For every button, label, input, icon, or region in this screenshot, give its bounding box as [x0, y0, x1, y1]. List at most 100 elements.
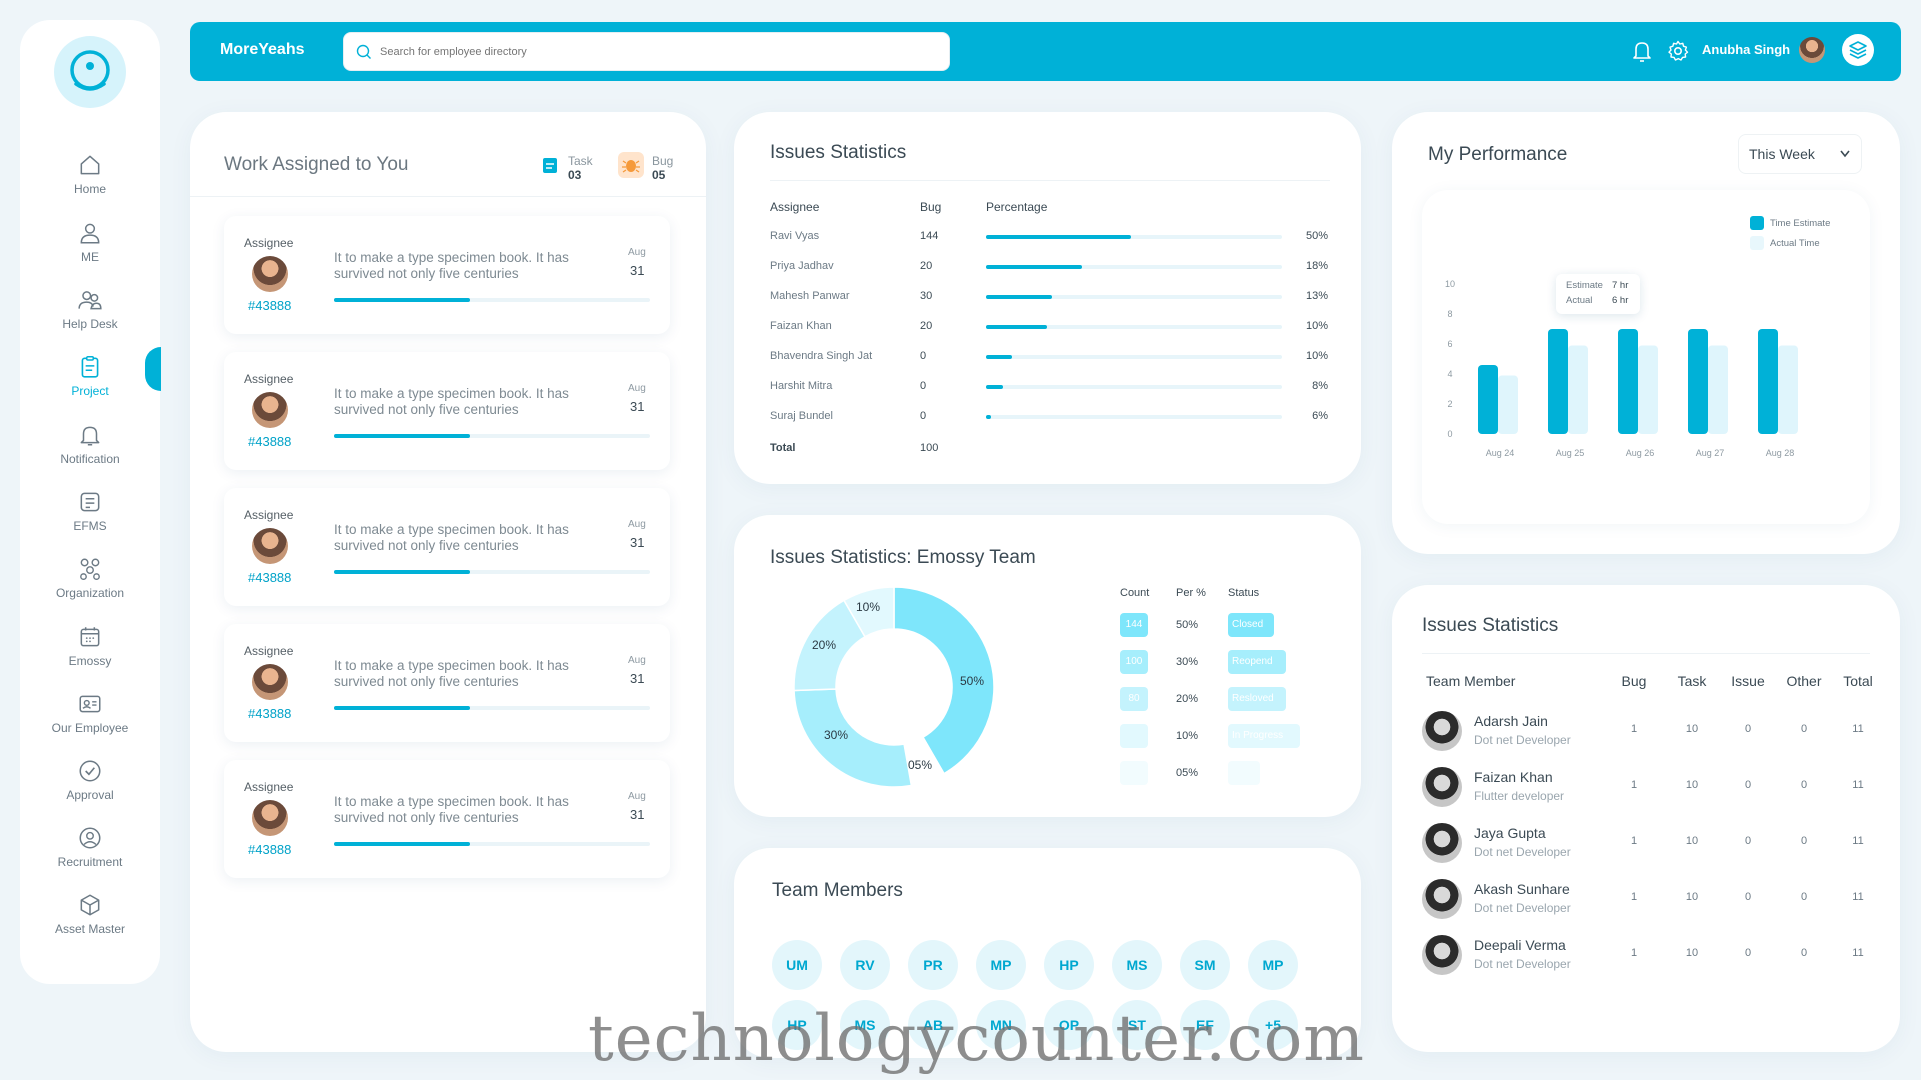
issue-row-bug: 30 — [920, 290, 933, 302]
team-member-chip[interactable]: MS — [1112, 940, 1162, 990]
member-name[interactable]: Deepali Verma — [1474, 937, 1566, 953]
member-name[interactable]: Faizan Khan — [1474, 769, 1553, 785]
apps-button[interactable] — [1842, 34, 1874, 66]
card-title: Issues Statistics — [1422, 615, 1559, 636]
sidebar-item-asset-master[interactable]: Asset Master — [20, 892, 160, 936]
team-member-chip[interactable]: MN — [976, 1000, 1026, 1050]
work-item-text: It to make a type specimen book. It has … — [334, 522, 569, 553]
sidebar-item-label: Our Employee — [51, 721, 129, 735]
member-avatar — [1422, 767, 1462, 807]
work-item-id[interactable]: #43888 — [248, 434, 292, 449]
bar-actual-time[interactable] — [1708, 345, 1728, 435]
progress-fill — [334, 842, 470, 846]
team-member-chip[interactable]: PR — [908, 940, 958, 990]
percent-value: 30% — [1176, 656, 1199, 668]
col-header-bug: Bug — [920, 200, 942, 214]
issue-row-name: Priya Jadhav — [770, 260, 834, 272]
bar-time-estimate[interactable] — [1618, 329, 1638, 434]
issue-row-bug: 20 — [920, 320, 933, 332]
search-input[interactable] — [380, 33, 940, 70]
sidebar-item-help-desk[interactable]: Help Desk — [20, 287, 160, 331]
sidebar-item-project[interactable]: Project — [20, 354, 160, 398]
col-header-total: Total — [1843, 673, 1873, 689]
member-total: 11 — [1852, 835, 1864, 847]
top-header: MoreYeahs Anubha Singh — [190, 22, 1901, 81]
sidebar-item-recruitment[interactable]: Recruitment — [20, 825, 160, 869]
assignee-avatar — [252, 800, 288, 836]
sidebar-item-label: Help Desk — [62, 317, 118, 331]
team-member-chip[interactable]: RV — [840, 940, 890, 990]
work-item-id[interactable]: #43888 — [248, 842, 292, 857]
bar-time-estimate[interactable] — [1478, 365, 1498, 434]
bell-icon[interactable] — [1630, 38, 1654, 64]
sidebar-item-our-employee[interactable]: Our Employee — [20, 691, 160, 735]
work-item-id[interactable]: #43888 — [248, 298, 292, 313]
work-item[interactable]: Assignee #43888 It to make a type specim… — [224, 624, 670, 742]
member-name[interactable]: Adarsh Jain — [1474, 713, 1548, 729]
bar-time-estimate[interactable] — [1548, 329, 1568, 434]
percent-value: 10% — [1176, 730, 1199, 742]
team-member-chip[interactable]: MP — [1248, 940, 1298, 990]
donut-segment[interactable] — [893, 587, 994, 775]
period-select[interactable]: This Week — [1738, 134, 1862, 174]
work-item[interactable]: Assignee #43888 It to make a type specim… — [224, 760, 670, 878]
team-member-chip[interactable]: SM — [1180, 940, 1230, 990]
team-member-chip[interactable]: MS — [840, 1000, 890, 1050]
team-member-chip[interactable]: EF — [1180, 1000, 1230, 1050]
team-member-chip[interactable]: OP — [1044, 1000, 1094, 1050]
check-circle-icon — [79, 760, 101, 782]
work-item[interactable]: Assignee #43888 It to make a type specim… — [224, 216, 670, 334]
donut-segment[interactable] — [794, 688, 913, 787]
gear-icon[interactable] — [1666, 39, 1690, 63]
sidebar-item-notification[interactable]: Notification — [20, 422, 160, 466]
team-member-chip[interactable]: ST — [1112, 1000, 1162, 1050]
member-task: 10 — [1685, 891, 1699, 903]
bar-actual-time[interactable] — [1778, 345, 1798, 435]
sidebar-item-emossy[interactable]: Emossy — [20, 624, 160, 668]
tooltip-actual-label: Actual — [1566, 295, 1593, 306]
bar-actual-time[interactable] — [1568, 345, 1588, 435]
bar-actual-time[interactable] — [1498, 375, 1518, 435]
due-month: Aug — [628, 655, 646, 666]
due-day: 31 — [630, 671, 645, 686]
team-member-chip[interactable]: UM — [772, 940, 822, 990]
bar-time-estimate[interactable] — [1758, 329, 1778, 434]
member-name[interactable]: Jaya Gupta — [1474, 825, 1546, 841]
work-item[interactable]: Assignee #43888 It to make a type specim… — [224, 352, 670, 470]
team-member-chip[interactable]: HP — [772, 1000, 822, 1050]
search-bar[interactable] — [343, 32, 950, 71]
count-pill: 80 — [1120, 687, 1148, 711]
bar-actual-time[interactable] — [1638, 345, 1658, 435]
x-tick-label: Aug 24 — [1486, 448, 1515, 458]
assignee-label: Assignee — [244, 780, 294, 794]
member-other: 0 — [1800, 835, 1808, 847]
team-member-chip[interactable]: AB — [908, 1000, 958, 1050]
app-logo[interactable] — [54, 36, 126, 108]
donut-segment[interactable] — [842, 587, 895, 638]
team-member-chip[interactable]: HP — [1044, 940, 1094, 990]
sidebar-item-organization[interactable]: Organization — [20, 556, 160, 600]
percentage-fill — [986, 385, 1003, 389]
bar-time-estimate[interactable] — [1688, 329, 1708, 434]
member-total: 11 — [1852, 723, 1864, 735]
col-header-other: Other — [1786, 673, 1822, 689]
card-title: Issues Statistics: Emossy Team — [770, 547, 1036, 568]
user-avatar[interactable] — [1799, 37, 1825, 63]
due-month: Aug — [628, 791, 646, 802]
work-item-id[interactable]: #43888 — [248, 570, 292, 585]
sidebar-item-me[interactable]: ME — [20, 220, 160, 264]
legend-swatch-actual — [1750, 236, 1764, 250]
divider — [190, 196, 706, 197]
member-name[interactable]: Akash Sunhare — [1474, 881, 1570, 897]
sidebar-item-approval[interactable]: Approval — [20, 758, 160, 802]
donut-label: 05% — [908, 758, 932, 772]
team-member-chip[interactable]: MP — [976, 940, 1026, 990]
user-name[interactable]: Anubha Singh — [1702, 42, 1791, 57]
team-member-chip[interactable]: +5 — [1248, 1000, 1298, 1050]
sidebar-item-home[interactable]: Home — [20, 152, 160, 196]
work-item-id[interactable]: #43888 — [248, 706, 292, 721]
assignee-avatar — [252, 664, 288, 700]
sidebar-item-efms[interactable]: EFMS — [20, 489, 160, 533]
work-item[interactable]: Assignee #43888 It to make a type specim… — [224, 488, 670, 606]
tooltip-estimate-label: Estimate — [1566, 280, 1603, 291]
